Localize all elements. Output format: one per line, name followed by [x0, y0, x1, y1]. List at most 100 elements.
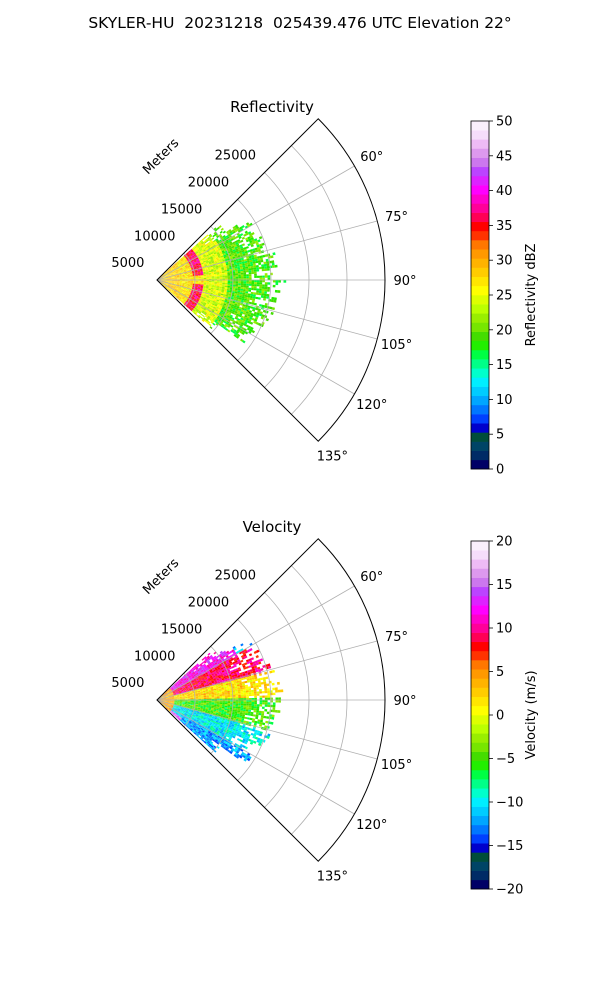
range-gate	[205, 299, 208, 302]
range-gate	[193, 299, 197, 302]
range-gate	[235, 288, 238, 291]
range-gate	[226, 325, 231, 328]
range-gate	[221, 248, 224, 252]
range-gate	[205, 272, 209, 274]
range-gate	[182, 274, 185, 276]
range-gate	[214, 254, 218, 257]
range-gate	[255, 314, 259, 318]
range-gate	[203, 697, 207, 699]
range-gate	[215, 292, 219, 295]
radial-tick-label: 15000	[161, 202, 202, 217]
colorbar-segment	[471, 166, 489, 177]
range-gate	[193, 278, 196, 280]
range-gate	[194, 302, 197, 305]
range-gate	[218, 318, 222, 321]
range-gate	[213, 290, 216, 293]
range-gate	[195, 698, 199, 700]
range-gate	[172, 287, 176, 289]
range-gate	[240, 701, 244, 704]
range-gate	[237, 708, 241, 711]
range-gate	[221, 706, 225, 709]
range-gate	[223, 263, 227, 266]
range-gate	[252, 308, 256, 312]
range-gate	[183, 258, 187, 261]
range-gate	[182, 280, 186, 282]
range-gate	[227, 690, 230, 693]
range-gate	[210, 300, 214, 303]
range-gate	[260, 715, 264, 718]
range-gate	[243, 287, 246, 290]
range-gate	[179, 280, 183, 282]
range-gate	[229, 292, 232, 295]
range-gate	[170, 286, 173, 288]
range-gate	[165, 283, 169, 285]
range-gate	[240, 257, 244, 261]
range-gate	[265, 676, 269, 680]
range-gate	[218, 243, 222, 246]
range-gate	[201, 311, 205, 314]
range-gate	[176, 272, 179, 274]
range-gate	[264, 291, 267, 294]
range-gate	[171, 282, 175, 284]
range-gate	[185, 266, 188, 269]
range-gate	[244, 321, 248, 325]
range-gate	[174, 283, 177, 285]
azimuth-tick-label: 135°	[317, 449, 348, 464]
range-gate	[230, 329, 234, 333]
range-gate	[191, 307, 194, 310]
range-gate	[241, 278, 244, 280]
range-gate	[179, 296, 183, 299]
range-gate	[232, 309, 236, 313]
range-gate	[212, 293, 216, 295]
range-gate	[192, 295, 195, 298]
range-gate	[235, 276, 239, 279]
range-gate	[214, 253, 218, 256]
range-gate	[255, 242, 259, 246]
range-gate	[260, 259, 264, 263]
range-gate	[172, 265, 175, 268]
range-gate	[185, 276, 188, 278]
range-gate	[199, 299, 203, 301]
range-gate	[173, 273, 177, 275]
range-gate	[256, 288, 260, 291]
range-gate	[195, 286, 198, 288]
range-gate	[208, 285, 212, 287]
range-gate	[228, 229, 232, 233]
range-gate	[235, 298, 239, 301]
range-gate	[217, 302, 221, 305]
range-gate	[240, 288, 244, 291]
range-gate	[193, 249, 197, 252]
range-gate	[224, 268, 227, 271]
range-gate	[221, 271, 225, 274]
range-gate	[258, 236, 263, 240]
range-gate	[199, 248, 203, 252]
range-gate	[206, 294, 210, 296]
range-gate	[251, 271, 255, 275]
range-gate	[181, 287, 184, 290]
range-gate	[271, 262, 275, 266]
range-gate	[254, 695, 257, 698]
azimuth-tick-label: 60°	[360, 150, 383, 165]
range-gate	[251, 302, 255, 305]
range-gate	[177, 298, 181, 301]
range-gate	[232, 270, 236, 273]
range-gate	[264, 268, 268, 271]
range-gate	[251, 257, 255, 260]
range-gate	[207, 306, 211, 309]
range-gate	[164, 286, 167, 288]
range-gate	[259, 304, 263, 307]
range-gate	[272, 265, 275, 268]
range-gate	[230, 251, 234, 255]
range-gate	[197, 297, 201, 299]
range-gate	[189, 271, 193, 273]
range-gate	[227, 243, 231, 247]
range-gate	[226, 266, 230, 269]
range-gate	[238, 320, 242, 324]
range-gate	[180, 299, 184, 302]
range-gate	[160, 277, 164, 279]
range-gate	[251, 300, 255, 303]
range-gate	[226, 320, 230, 324]
range-gate	[172, 265, 176, 268]
range-gate	[229, 316, 233, 319]
range-gate	[179, 276, 183, 278]
